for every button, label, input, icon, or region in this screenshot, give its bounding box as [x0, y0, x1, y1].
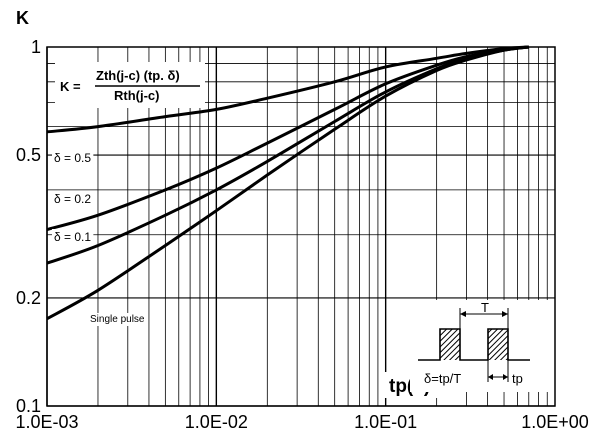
- duty-cycle-label: δ=tp/T: [424, 371, 461, 386]
- x-tick-label: 1.0E+00: [521, 412, 589, 432]
- series-label-background: [88, 313, 147, 326]
- series-line: [46, 45, 529, 321]
- y-tick-labels: 0.1 0.2 0.5 1: [16, 37, 41, 416]
- period-label: T: [481, 300, 489, 315]
- formula-numerator: Zth(j-c) (tp. δ): [96, 68, 180, 83]
- y-axis-label: K: [16, 8, 29, 28]
- tp-arrowheads: [488, 374, 508, 380]
- y-tick-label: 0.1: [16, 396, 41, 416]
- pulse-hatch-2: [488, 329, 508, 360]
- x-tick-label: 1.0E-02: [185, 412, 248, 432]
- series-labels: δ = 0.5 δ = 0.2 δ = 0.1 Single pulse: [52, 150, 147, 326]
- pulse-inset: T δ=tp/T tp: [410, 300, 550, 392]
- series-label-background: [52, 150, 94, 166]
- series-label-background: [52, 191, 94, 207]
- series-label: δ = 0.1: [54, 230, 91, 244]
- series-label: Single pulse: [90, 314, 145, 325]
- series-line: [46, 45, 529, 134]
- tp-label: tp: [512, 371, 523, 386]
- y-tick-label: 0.2: [16, 288, 41, 308]
- formula-lhs: K =: [60, 79, 81, 94]
- series-label: δ = 0.2: [54, 192, 91, 206]
- y-tick-label: 1: [31, 37, 41, 57]
- series-label-background: [52, 229, 94, 245]
- plot-frame: [46, 46, 556, 407]
- x-tick-label: 1.0E-03: [15, 412, 78, 432]
- formula-background: [55, 62, 205, 108]
- formula-denominator: Rth(j-c): [114, 88, 160, 103]
- x-tick-label: 1.0E-01: [354, 412, 417, 432]
- y-tick-label: 0.5: [16, 145, 41, 165]
- x-tick-labels: 1.0E-03 1.0E-02 1.0E-01 1.0E+00: [15, 412, 588, 432]
- inset-background: [410, 300, 550, 392]
- period-arrowheads: [460, 311, 508, 317]
- pulse-hatch-1: [440, 329, 460, 360]
- series-lines: [46, 45, 529, 321]
- series-label: δ = 0.5: [54, 151, 91, 165]
